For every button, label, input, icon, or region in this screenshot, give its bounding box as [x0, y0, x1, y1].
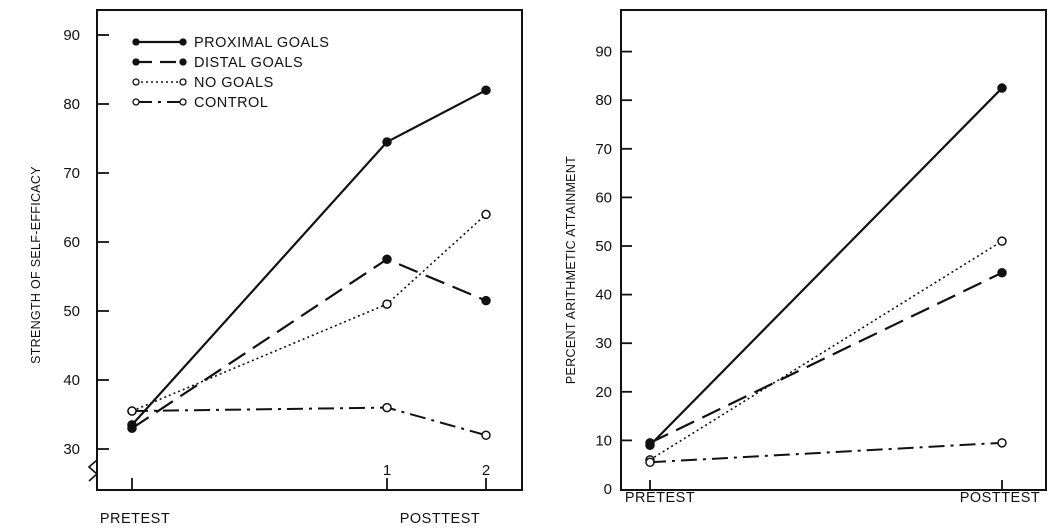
y-tick-label: 80: [63, 96, 80, 113]
y-tick-label: 60: [595, 189, 612, 206]
y-axis: 30 40 50 60 70 80 90: [63, 27, 109, 458]
plot-frame: [96, 9, 523, 491]
data-point-control: [382, 402, 392, 413]
x-tick-label: 1: [383, 462, 391, 479]
data-point-control: [645, 457, 655, 468]
legend-marker: [179, 98, 187, 106]
data-point-proximal-goals: [382, 137, 392, 147]
y-tick-label: 30: [595, 335, 612, 352]
y-tick-label: 90: [595, 44, 612, 61]
data-point-no-goals: [481, 209, 491, 220]
data-point-proximal-goals: [481, 85, 491, 95]
data-point-control: [481, 430, 491, 440]
series-line-proximal-goals: [131, 89, 487, 426]
axis-break-mark: [87, 459, 99, 482]
series-line-control: [131, 406, 487, 437]
x-category-posttest: POSTTEST: [960, 490, 1041, 506]
legend-label: NO GOALS: [194, 75, 274, 91]
x-tick-label: 2: [482, 462, 490, 479]
x-axis: [649, 480, 1003, 490]
legend-marker: [179, 78, 187, 86]
y-tick-label: 0: [604, 481, 612, 498]
x-category-pretest: PRETEST: [100, 511, 170, 527]
y-tick-label: 80: [595, 92, 612, 109]
y-tick-label: 20: [595, 384, 612, 401]
data-point-distal-goals: [382, 254, 392, 264]
y-tick-label: 30: [63, 441, 80, 458]
y-tick-label: 60: [63, 234, 80, 251]
legend-marker: [132, 38, 140, 46]
chart-arithmetic-attainment: 0 10 20 30 40 50 60 70 80 90 PERCENT ARITHMETIC A…: [564, 9, 1047, 506]
data-point-proximal-goals: [997, 83, 1007, 93]
legend-label: DISTAL GOALS: [194, 55, 303, 71]
x-category-posttest: POSTTEST: [400, 511, 481, 527]
legend-label: PROXIMAL GOALS: [194, 35, 329, 51]
legend-marker: [132, 98, 140, 106]
data-point-distal-goals: [481, 295, 491, 306]
series-line-distal-goals: [131, 258, 487, 430]
series-layer: [127, 85, 491, 440]
data-point-no-goals: [382, 299, 392, 309]
legend-marker: [179, 38, 187, 46]
series-line-control: [649, 441, 1003, 464]
data-point-control: [997, 438, 1007, 448]
y-tick-label: 90: [63, 27, 80, 44]
series-layer: [645, 83, 1007, 468]
legend-marker: [132, 58, 140, 66]
legend-marker: [132, 78, 140, 86]
legend-label: CONTROL: [194, 95, 268, 111]
series-line-no-goals: [649, 240, 1003, 461]
data-point-no-goals: [997, 236, 1007, 246]
plot-frame: [620, 9, 1047, 491]
y-tick-label: 40: [595, 287, 612, 304]
y-tick-label: 50: [63, 303, 80, 320]
x-category-pretest: PRETEST: [625, 490, 695, 506]
legend-marker: [179, 58, 187, 66]
data-point-control: [127, 406, 137, 416]
y-axis-title: STRENGTH OF SELF-EFFICACY: [29, 166, 43, 364]
y-tick-label: 70: [63, 165, 80, 182]
series-line-no-goals: [131, 213, 487, 412]
legend: PROXIMAL GOALS DISTAL GOALS NO GOALS CONTRO…: [132, 35, 329, 111]
y-tick-label: 70: [595, 141, 612, 158]
series-line-proximal-goals: [649, 87, 1003, 447]
y-axis: 0 10 20 30 40 50 60 70 80 90: [595, 44, 632, 498]
y-tick-label: 50: [595, 238, 612, 255]
y-axis-title: PERCENT ARITHMETIC ATTAINMENT: [564, 156, 578, 384]
data-point-distal-goals: [127, 423, 137, 434]
y-tick-label: 40: [63, 372, 80, 389]
y-tick-label: 10: [595, 432, 612, 449]
data-point-distal-goals: [997, 267, 1007, 278]
series-line-distal-goals: [649, 271, 1003, 444]
data-point-distal-goals: [645, 438, 655, 448]
